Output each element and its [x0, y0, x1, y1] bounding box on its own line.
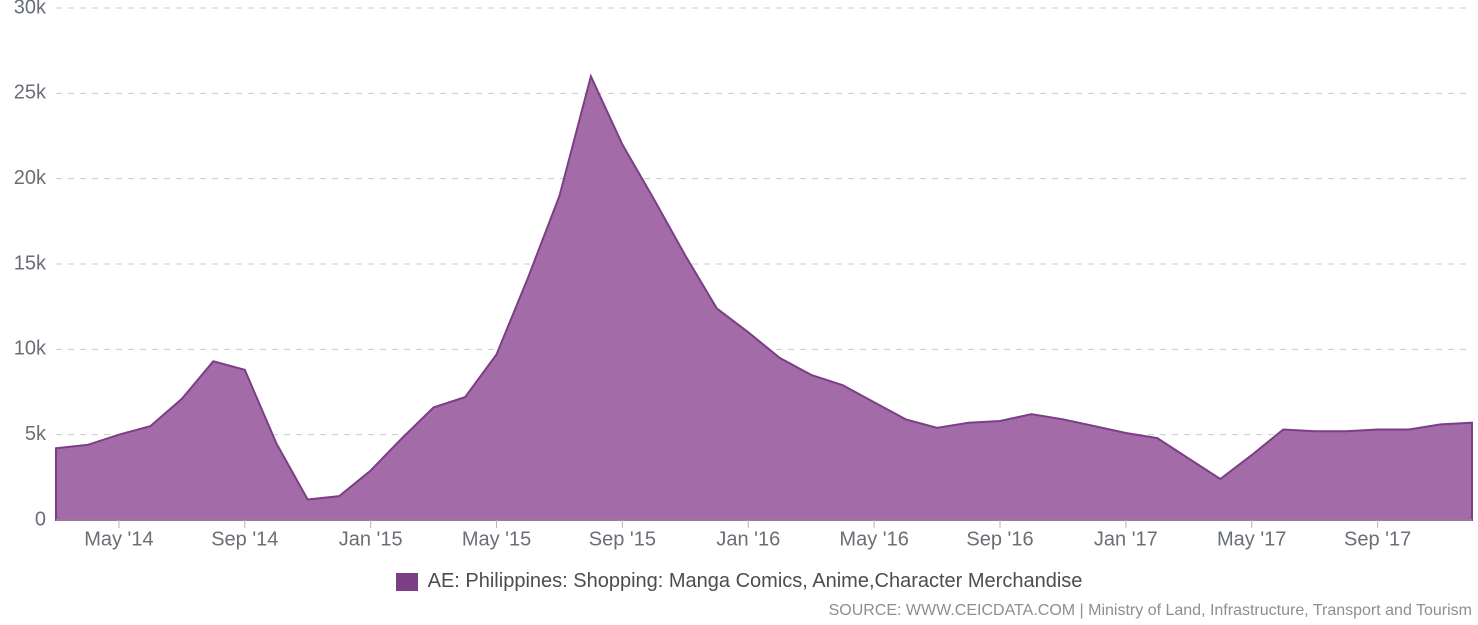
x-tick-label: May '15: [462, 529, 531, 551]
x-tick-label: Jan '15: [339, 529, 403, 551]
x-tick-label: Sep '15: [589, 529, 656, 551]
area-chart: 0 5k 10k 15k 20k 25k 30k May '14 Sep '14 Jan '15 M…: [0, 0, 1478, 625]
legend-label: AE: Philippines: Shopping: Manga Comics,…: [428, 570, 1083, 593]
area-series: [56, 76, 1472, 520]
y-tick-label: 30k: [14, 0, 47, 18]
x-tick-label: Sep '14: [211, 529, 278, 551]
x-tick-label: May '16: [839, 529, 908, 551]
x-tick-label: May '14: [84, 529, 153, 551]
x-tick-label: Jan '17: [1094, 529, 1158, 551]
y-tick-label: 10k: [14, 338, 47, 360]
x-tick-label: Jan '16: [716, 529, 780, 551]
y-tick-label: 25k: [14, 82, 47, 104]
y-tick-label: 0: [35, 508, 46, 530]
x-tick-label: Sep '17: [1344, 529, 1411, 551]
y-tick-label: 15k: [14, 252, 47, 274]
y-tick-label: 5k: [25, 423, 47, 445]
x-tick-label: Sep '16: [966, 529, 1033, 551]
legend-swatch: [396, 573, 418, 591]
legend: AE: Philippines: Shopping: Manga Comics,…: [0, 570, 1478, 596]
x-tick-label: May '17: [1217, 529, 1286, 551]
source-attribution: SOURCE: WWW.CEICDATA.COM | Ministry of L…: [829, 602, 1472, 620]
chart-container: 0 5k 10k 15k 20k 25k 30k May '14 Sep '14 Jan '15 M…: [0, 0, 1478, 625]
y-tick-label: 20k: [14, 167, 47, 189]
